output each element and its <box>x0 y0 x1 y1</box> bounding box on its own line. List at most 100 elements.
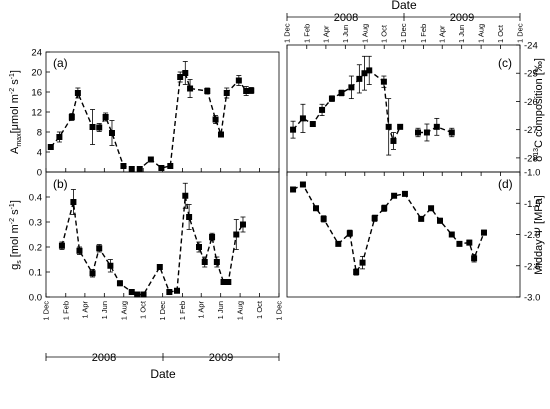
panel-a-data-point <box>128 166 135 172</box>
panel-b-data-point <box>107 262 114 269</box>
panel-d-data-point <box>320 215 327 222</box>
panel-c-ylabel: δ13C composition [‰] <box>533 58 545 162</box>
panel-d-data-point <box>313 205 320 212</box>
bottom-xtick-label: 1 Apr <box>80 301 89 319</box>
panel-a-data-point <box>167 163 174 169</box>
panel-a-data-point <box>158 165 165 171</box>
panel-a-ytick-label: 4 <box>37 148 42 159</box>
panel-d-ytick-label: -2.5 <box>524 261 540 272</box>
panel-b-ylabel-end: ] <box>9 200 21 203</box>
panel-b-data-point <box>239 221 246 228</box>
panel-d-data-point <box>290 186 297 193</box>
panel-d-data-point <box>381 205 388 212</box>
panel-b-data-point <box>233 231 240 238</box>
panel-c-data-point <box>390 137 397 144</box>
panel-a-data-point <box>223 90 230 96</box>
top-xtick-label: 1 Aug <box>360 24 369 43</box>
top-xtick-label: 1 Oct <box>496 24 505 43</box>
panel-a-ylabel-sub: max <box>16 133 23 147</box>
panel-a-ylabel-exp2: -1 <box>9 73 16 79</box>
panel-b-ylabel-mid: s <box>9 209 21 218</box>
panel-d-ytick-label: -1.5 <box>524 199 540 210</box>
panel-d-data-point <box>456 240 463 247</box>
panel-b-data-point <box>195 244 202 250</box>
bottom-xtick-label: 1 Apr <box>197 301 206 319</box>
panel-c-data-point <box>328 95 335 102</box>
panel-a-data-point <box>182 70 189 76</box>
panel-b-data-point <box>128 289 135 295</box>
panel-b-data-point <box>89 270 96 277</box>
panel-b-ylabel-main: g <box>9 264 21 270</box>
panel-b-data-point <box>96 245 103 252</box>
panel-c-letter: (c) <box>498 56 512 70</box>
panel-a-data-point <box>243 88 250 94</box>
panel-d-letter: (d) <box>498 177 513 191</box>
panel-b-data-point <box>58 242 65 249</box>
top-xtick-label: 1 Feb <box>419 24 428 43</box>
panel-a-data-point <box>187 85 194 92</box>
panel-a-data-point <box>47 144 54 150</box>
panel-b-data-point <box>201 259 208 265</box>
panel-d-data-point <box>418 215 425 222</box>
panel-b-ylabel-unit: [mol m <box>9 224 21 260</box>
panel-d-data-point <box>359 259 366 266</box>
bottom-xtick-label: 1 Dec <box>42 301 51 321</box>
top-xtick-label: 1 Jun <box>341 25 350 43</box>
panel-c-ylabel-rest: C composition [‰] <box>533 58 545 148</box>
panel-a-ytick-label: 20 <box>31 68 42 79</box>
panel-a-data-point <box>217 131 224 138</box>
panel-b-data-point <box>76 247 83 254</box>
panel-d-data-point <box>371 215 378 222</box>
panel-b-ylabel-sub: s <box>16 260 23 264</box>
bottom-xtick-label: 1 Oct <box>139 300 148 319</box>
top-xtick-label: 1 Aug <box>477 24 486 43</box>
panel-b-frame <box>45 171 280 298</box>
panel-d-data-point <box>448 231 455 238</box>
panel-b-ytick-label: 0.2 <box>29 243 42 254</box>
panel-d-data-point <box>480 229 487 236</box>
panel-c-ylabel-exp: 13 <box>533 148 540 156</box>
top-year-2009: 2009 <box>450 12 474 24</box>
panel-a-data-point <box>248 87 255 94</box>
panel-a-ylabel-mid: s <box>9 79 21 88</box>
top-xtick-label: 1 Dec <box>399 23 408 43</box>
panel-c-ytick-label: -27 <box>524 125 538 136</box>
bottom-date-label: Date <box>150 367 176 381</box>
panel-d-ytick-label: -1.0 <box>524 168 540 179</box>
panel-b-ylabel: gs [mol m-2 s-1] <box>9 200 23 270</box>
panel-c-series-line <box>292 69 401 143</box>
panel-a-data-point <box>136 166 143 172</box>
panel-b-data-point <box>166 289 173 295</box>
chart-marks: 0 4 8 12 16 20 24 0.0 0.1 0.2 0.3 0.4 1 Dec 1 Feb 1 Ap… <box>29 23 541 320</box>
panel-c-data-point <box>423 129 430 136</box>
panel-b-data-point <box>116 280 123 287</box>
panel-c-data-point <box>338 89 345 96</box>
panel-a-data-point <box>96 124 103 131</box>
panel-d-ylabel: Midday Ψ [MPa] <box>533 195 545 275</box>
panel-b-data-point <box>70 199 77 205</box>
panel-d-series-line <box>292 183 485 274</box>
panel-c-data-point <box>361 70 368 77</box>
panel-c-data-point <box>415 129 422 136</box>
top-date-label: Date <box>391 0 417 12</box>
panel-d-data-point <box>466 239 473 246</box>
panel-c-ytick-label: -25 <box>524 69 538 80</box>
panel-b-data-point <box>156 264 163 270</box>
panel-a-data-point <box>74 90 81 96</box>
bottom-xtick-label: 1 Jun <box>216 301 225 319</box>
top-year-2008: 2008 <box>334 12 358 24</box>
panel-c-data-point <box>397 123 404 130</box>
top-xtick-label: 1 Apr <box>438 25 447 43</box>
panel-a-ytick-label: 16 <box>31 88 42 99</box>
panel-b-letter: (b) <box>53 177 68 191</box>
panel-b-data-point <box>209 234 216 240</box>
panel-a-ylabel-end: ] <box>9 70 21 73</box>
panel-b-data-point <box>140 291 147 298</box>
panel-b-data-point <box>225 279 232 285</box>
panel-d-ytick-label: -2.0 <box>524 230 540 241</box>
panel-a-ylabel-main: A <box>9 146 21 154</box>
panel-d-ytick-label: -3.0 <box>524 293 540 304</box>
bottom-xtick-label: 1 Aug <box>236 301 245 320</box>
bottom-xtick-label: 1 Oct <box>255 300 264 319</box>
